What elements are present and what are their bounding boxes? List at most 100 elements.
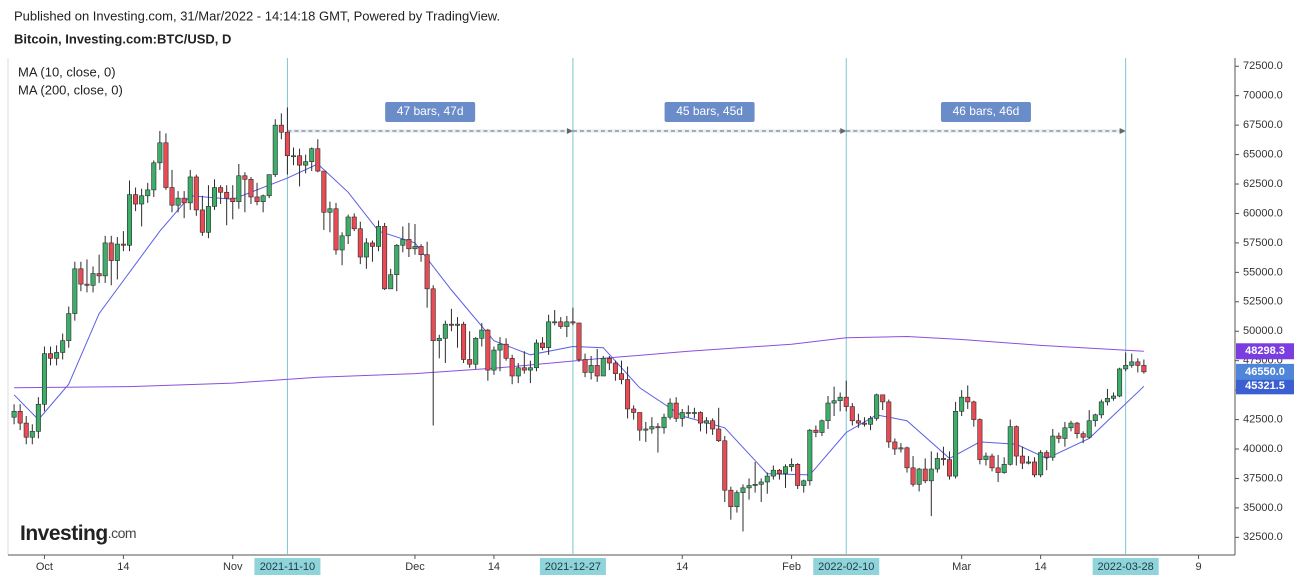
candle-body: [284, 131, 290, 157]
candle-body: [400, 239, 406, 246]
candle-body: [321, 170, 327, 213]
candle-body: [1123, 365, 1129, 370]
candle-body: [357, 228, 363, 258]
last-price-label: 46550.0: [1245, 366, 1285, 378]
x-tick-label: Feb: [782, 561, 801, 573]
candle-body: [533, 342, 539, 369]
candle-body: [193, 176, 199, 211]
candle-body: [388, 274, 394, 290]
candle-body: [1038, 452, 1044, 476]
candle-body: [17, 411, 23, 424]
arrow-head: [840, 128, 847, 135]
candle-body: [618, 373, 624, 380]
chart-title: Bitcoin, Investing.com:BTC/USD, D: [14, 31, 231, 46]
candle-body: [479, 329, 485, 339]
candle-body: [41, 353, 47, 405]
candle-body: [1019, 455, 1025, 464]
marker-label: 2021-11-10: [260, 561, 315, 573]
candle-body: [363, 242, 369, 258]
candle-body: [922, 468, 928, 482]
x-tick-label: 14: [1034, 561, 1046, 573]
candle-body: [60, 340, 66, 353]
candle-body: [175, 197, 181, 206]
candle-body: [412, 246, 418, 250]
measure-label: 47 bars, 47d: [397, 104, 464, 118]
candle-body: [242, 175, 248, 180]
candle-body: [509, 358, 515, 377]
candle-body: [807, 429, 813, 482]
candle-body: [224, 191, 230, 199]
candle-body: [1098, 401, 1104, 416]
candle-body: [126, 194, 132, 246]
candle-body: [837, 396, 843, 402]
candle-body: [266, 174, 272, 197]
candle-body: [521, 367, 527, 371]
candle-body: [382, 226, 388, 290]
candle-body: [1129, 361, 1135, 366]
candle-body: [1050, 435, 1056, 458]
candle-body: [819, 420, 825, 433]
candle-body: [928, 468, 934, 482]
candle-body: [916, 468, 922, 485]
candle-body: [776, 469, 782, 475]
candle-body: [655, 426, 661, 429]
y-tick-label: 55000.0: [1243, 266, 1283, 278]
candle-body: [783, 466, 789, 475]
candle-body: [430, 288, 436, 341]
candle-body: [582, 359, 588, 373]
candle-body: [570, 321, 576, 324]
candle-body: [84, 283, 90, 286]
candle-body: [722, 440, 728, 491]
candle-body: [752, 484, 758, 486]
candle-body: [1068, 422, 1074, 429]
candle-body: [1111, 395, 1117, 399]
candle-body: [631, 408, 637, 413]
x-tick-label: 14: [488, 561, 500, 573]
candle-body: [406, 239, 412, 250]
candle-body: [157, 142, 163, 164]
candle-body: [965, 396, 971, 403]
candle-body: [339, 235, 345, 251]
candle-body: [594, 365, 600, 377]
candle-body: [254, 196, 260, 202]
logo-suffix: .com: [108, 525, 136, 541]
candle-body: [327, 208, 333, 213]
x-tick-label: 14: [117, 561, 129, 573]
x-tick-label: 14: [676, 561, 688, 573]
y-tick-label: 37500.0: [1243, 472, 1283, 484]
measure-label: 46 bars, 46d: [953, 104, 1020, 118]
candle-body: [1025, 461, 1031, 464]
candle-body: [728, 489, 734, 508]
candle-body: [369, 242, 375, 247]
candle-body: [716, 428, 722, 442]
candle-body: [1080, 433, 1086, 438]
candle-body: [1117, 368, 1123, 397]
candle-body: [527, 367, 533, 371]
candle-body: [691, 412, 697, 414]
logo-main: Investing.com: [20, 522, 136, 545]
candle-body: [72, 268, 78, 314]
candle-body: [236, 175, 242, 202]
candle-body: [910, 467, 916, 485]
candle-body: [667, 402, 673, 418]
candle-body: [795, 464, 801, 486]
marker-label-bg: [1092, 558, 1159, 575]
candle-body: [1056, 435, 1062, 439]
candle-body: [163, 142, 169, 188]
candle-body: [35, 403, 41, 432]
candle-body: [576, 322, 582, 360]
candle-body: [770, 469, 776, 477]
candle-body: [133, 194, 139, 205]
candle-body: [473, 337, 479, 365]
candle-body: [740, 487, 746, 493]
candle-body: [1086, 420, 1092, 438]
candle-body: [934, 458, 940, 470]
candle-body: [1104, 398, 1110, 403]
published-note: Published on Investing.com, 31/Mar/2022 …: [14, 8, 500, 23]
candle-body: [260, 195, 266, 202]
candle-body: [436, 337, 442, 341]
candle-body: [855, 420, 861, 424]
y-tick-label: 70000.0: [1243, 90, 1283, 102]
logo: Investing.com: [20, 522, 137, 545]
